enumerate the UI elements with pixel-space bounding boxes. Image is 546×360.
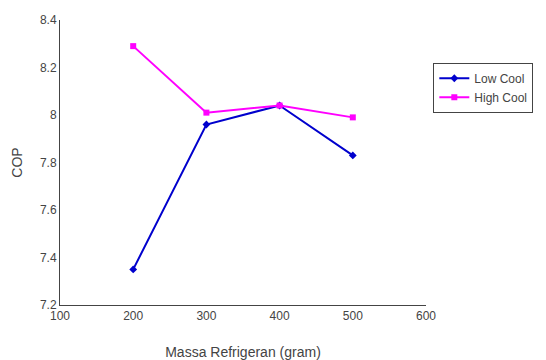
svg-text:300: 300 xyxy=(196,309,216,323)
svg-text:7.6: 7.6 xyxy=(40,203,57,217)
svg-text:Massa Refrigeran (gram): Massa Refrigeran (gram) xyxy=(165,344,321,360)
svg-text:100: 100 xyxy=(50,309,70,323)
svg-text:500: 500 xyxy=(343,309,363,323)
svg-text:8.2: 8.2 xyxy=(40,61,57,75)
svg-text:200: 200 xyxy=(123,309,143,323)
svg-text:8: 8 xyxy=(50,108,57,122)
svg-text:High Cool: High Cool xyxy=(474,91,527,105)
svg-text:600: 600 xyxy=(416,309,436,323)
svg-text:Low Cool: Low Cool xyxy=(474,72,524,86)
svg-text:COP: COP xyxy=(9,147,25,177)
svg-text:400: 400 xyxy=(270,309,290,323)
svg-text:8.4: 8.4 xyxy=(40,13,57,27)
svg-text:7.2: 7.2 xyxy=(40,298,57,312)
svg-text:7.8: 7.8 xyxy=(40,156,57,170)
svg-text:7.4: 7.4 xyxy=(40,251,57,265)
